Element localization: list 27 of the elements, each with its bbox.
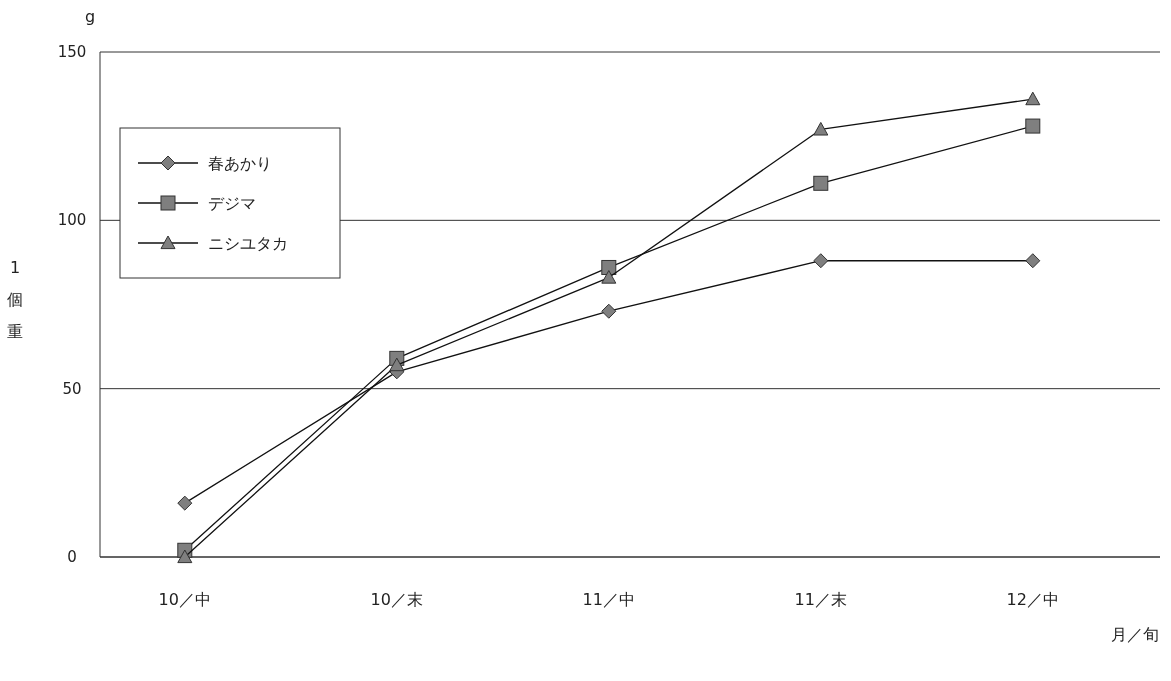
legend-label: ニシユタカ (208, 234, 288, 253)
x-tick-label: 11／中 (582, 590, 635, 609)
y-axis-title: 1個重 (7, 258, 23, 341)
x-tick-label: 10／中 (158, 590, 211, 609)
y-tick-label: 100 (57, 211, 87, 230)
x-tick-label: 10／末 (370, 590, 423, 609)
point (177, 549, 193, 564)
x-tick-label: 11／末 (794, 590, 847, 609)
point (177, 495, 193, 511)
y-tick-label: 0 (67, 548, 77, 566)
x-axis-title: 月／旬 (1111, 625, 1159, 644)
legend-label: 春あかり (208, 154, 272, 173)
point (813, 253, 829, 269)
point (601, 270, 617, 284)
y-tick-label: 150 (57, 43, 87, 61)
point (601, 303, 617, 319)
point (1025, 118, 1041, 134)
legend-label: デジマ (208, 194, 256, 213)
point (601, 259, 617, 275)
point (813, 121, 829, 136)
point (389, 357, 405, 372)
y-tick-label: 50 (62, 379, 82, 398)
point (1025, 253, 1041, 269)
text: g (84, 7, 96, 26)
point (1025, 91, 1041, 106)
point (813, 175, 829, 191)
x-tick-label: 12／中 (1006, 590, 1059, 609)
